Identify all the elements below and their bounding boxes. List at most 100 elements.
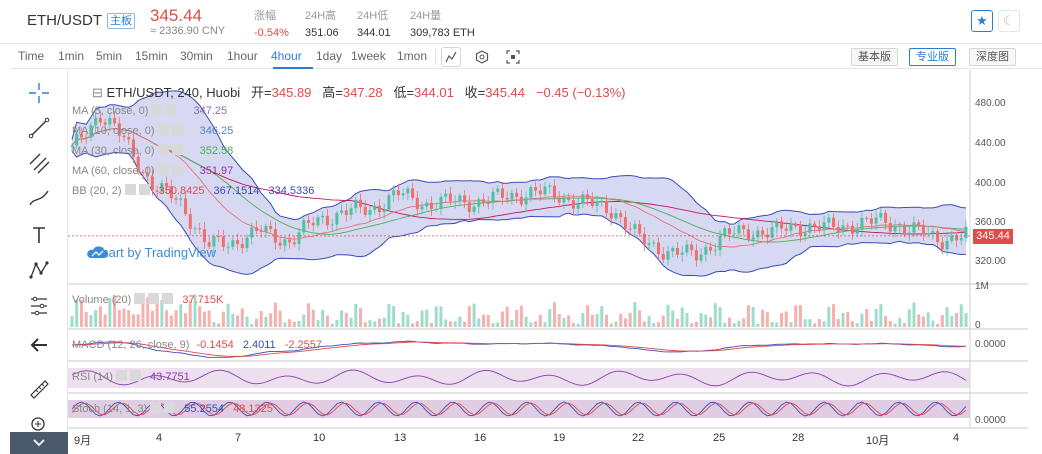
close-icon[interactable]	[138, 184, 150, 195]
view-depth-button[interactable]: 深度图	[969, 48, 1016, 66]
volume-bar	[240, 308, 244, 327]
brush-icon	[29, 190, 49, 206]
ma10-legend[interactable]: MA (10, close, 0) 346.25	[72, 124, 233, 137]
candle-body	[458, 195, 462, 202]
volume-bar	[482, 314, 486, 327]
gann-tool[interactable]	[24, 293, 54, 319]
close-icon[interactable]	[148, 293, 160, 304]
tf-1min[interactable]: 1min	[58, 49, 85, 63]
volume-bar	[590, 314, 594, 327]
volume-bar	[377, 318, 381, 327]
volume-bar	[221, 311, 225, 327]
star-icon: ★	[976, 13, 988, 28]
fullscreen-button[interactable]	[503, 47, 523, 67]
close-icon[interactable]	[165, 104, 177, 115]
gann-icon	[31, 296, 47, 316]
fib-tool[interactable]	[24, 150, 54, 176]
close-icon[interactable]	[162, 293, 174, 304]
collapse-legend-icon[interactable]: ⊟	[92, 85, 103, 100]
volume-bar	[79, 300, 83, 327]
tf-30min[interactable]: 30min	[180, 49, 213, 63]
settings-icon[interactable]	[124, 184, 136, 195]
tf-1mon[interactable]: 1mon	[397, 49, 428, 63]
candle-body	[94, 117, 98, 126]
close-icon[interactable]	[171, 144, 183, 155]
ma60-legend[interactable]: MA (60, close, 0) 351.97	[72, 164, 233, 177]
stat-value: -0.54%	[254, 27, 289, 39]
tf-5min[interactable]: 5min	[96, 49, 123, 63]
tf-4hour[interactable]: 4hour	[271, 49, 302, 63]
settings-icon[interactable]	[134, 293, 146, 304]
candle-body	[789, 223, 793, 231]
rsi-legend[interactable]: RSI (14) 43.7751	[72, 370, 190, 383]
close-icon[interactable]	[171, 164, 183, 175]
candle-body	[534, 187, 538, 191]
view-pro-button[interactable]: 专业版	[909, 48, 956, 66]
favorite-button[interactable]: ★	[971, 10, 993, 32]
candle-body	[921, 224, 925, 235]
candle-body	[746, 229, 750, 240]
tradingview-watermark[interactable]: Chart by TradingView	[86, 245, 216, 260]
candle-body	[79, 133, 83, 138]
settings-icon[interactable]	[151, 104, 163, 115]
volume-bar	[723, 322, 727, 327]
close-icon[interactable]	[171, 124, 183, 135]
pattern-tool[interactable]	[24, 257, 54, 283]
volume-bar	[652, 323, 656, 327]
candle-body	[860, 217, 864, 230]
stoch-legend[interactable]: Stoch (14, 1, 3) 55.2554 48.1325	[72, 402, 273, 415]
macd-signal-line	[71, 341, 967, 357]
back-tool[interactable]	[24, 332, 54, 358]
tf-1day[interactable]: 1day	[316, 49, 343, 63]
volume-bar	[945, 307, 949, 327]
close-icon[interactable]	[164, 402, 176, 413]
settings-icon[interactable]	[157, 144, 169, 155]
brush-tool[interactable]	[24, 185, 54, 211]
settings-icon[interactable]	[150, 402, 162, 413]
ma5-legend[interactable]: MA (5, close, 0) 347.25	[72, 104, 227, 117]
tf-time[interactable]: Time	[18, 49, 45, 63]
candle-body	[827, 217, 831, 223]
settings-icon[interactable]	[157, 124, 169, 135]
bollinger-lower-line	[71, 151, 967, 277]
volume-bar	[571, 323, 575, 327]
volume-legend[interactable]: Volume (20) 37.715K	[72, 293, 223, 306]
rail-collapse-button[interactable]	[10, 432, 68, 454]
zoom-tool[interactable]	[24, 412, 54, 438]
settings-icon[interactable]	[115, 370, 127, 381]
settings-icon[interactable]	[157, 164, 169, 175]
bb-lower-value: 334.5336	[268, 185, 315, 197]
tf-1week[interactable]: 1week	[351, 49, 386, 63]
candle-body	[316, 217, 320, 226]
ma30-legend[interactable]: MA (30, close, 0) 352.58	[72, 144, 233, 157]
volume-bar	[869, 320, 873, 327]
trendline-tool[interactable]	[24, 115, 54, 141]
close-icon[interactable]	[129, 370, 141, 381]
ruler-tool[interactable]	[24, 376, 54, 402]
price-chart-svg[interactable]	[68, 70, 1042, 454]
volume-bar	[713, 303, 717, 327]
text-tool[interactable]	[24, 222, 54, 248]
volume-bar	[836, 319, 840, 327]
theme-toggle-button[interactable]: ☾	[998, 10, 1020, 32]
candle-type-button[interactable]	[441, 47, 461, 67]
volume-bar	[278, 310, 282, 327]
tf-1hour[interactable]: 1hour	[227, 49, 258, 63]
candle-body	[500, 188, 504, 198]
macd-legend[interactable]: MACD (12, 26, close, 9) -0.1454 2.4011 -…	[72, 339, 322, 351]
indicator-value: 351.97	[199, 165, 234, 177]
chart-container[interactable]: ⊟ ETH/USDT, 240, Huobi 开=345.89 高=347.28…	[68, 70, 1042, 454]
crosshair-tool[interactable]	[24, 80, 54, 106]
candle-body	[869, 218, 873, 224]
volume-bar	[98, 306, 102, 327]
candle-body	[325, 215, 329, 226]
bb-legend[interactable]: BB (20, 2) 350.8425 367.1514 334.5336	[72, 184, 314, 197]
view-basic-button[interactable]: 基本版	[851, 48, 898, 66]
indicator-settings-button[interactable]	[472, 47, 492, 67]
candle-body	[841, 225, 845, 232]
volume-bar	[789, 322, 793, 327]
volume-bar	[732, 323, 736, 327]
volume-bar	[349, 317, 353, 327]
tf-15min[interactable]: 15min	[135, 49, 168, 63]
volume-bar	[813, 323, 817, 327]
